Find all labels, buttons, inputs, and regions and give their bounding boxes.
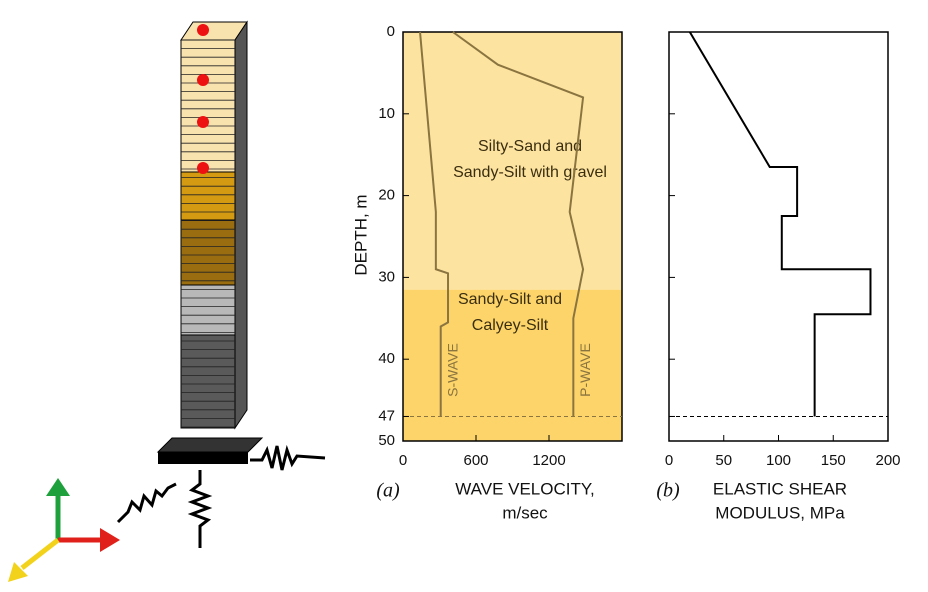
sensor [197, 116, 209, 128]
series-label: S-WAVE [444, 343, 460, 397]
axis-arrow-head [46, 478, 70, 496]
x-tick-label: 0 [399, 452, 407, 469]
layer-label: Silty-Sand and [478, 138, 582, 155]
x-tick-label: 0 [665, 452, 673, 469]
spring [187, 470, 213, 548]
layer-label: Calyey-Silt [472, 317, 549, 334]
x-tick-label: 100 [766, 452, 791, 469]
y-tick-label: 40 [378, 350, 395, 367]
sensor [197, 74, 209, 86]
sensor [197, 162, 209, 174]
axis-arrow-head [8, 562, 28, 582]
x-axis-label: WAVE VELOCITY, [455, 479, 595, 498]
column-layer [180, 171, 236, 221]
layer-label: Sandy-Silt and [458, 291, 562, 308]
y-tick-label: 20 [378, 187, 395, 204]
y-tick-label: 0 [387, 23, 395, 40]
base-top [156, 437, 264, 453]
column-layer [180, 219, 236, 286]
profile-line [419, 31, 450, 417]
panel-label: (a) [376, 480, 400, 502]
base [158, 452, 248, 464]
plot-frame [402, 31, 623, 442]
panel-label: (b) [656, 480, 680, 502]
soil-layer [403, 289, 622, 441]
x-axis-label: m/sec [502, 503, 548, 522]
series-label: P-WAVE [577, 343, 593, 397]
spring [116, 482, 177, 524]
profile-line [452, 31, 585, 417]
x-tick-label: 150 [821, 452, 846, 469]
soil-layer [403, 32, 622, 290]
y-tick-label: 50 [378, 432, 395, 449]
y-tick-label: 30 [378, 268, 395, 285]
column-layer [180, 334, 236, 429]
x-axis-label: MODULUS, MPa [715, 503, 845, 522]
column-layer [180, 284, 236, 336]
x-tick-label: 1200 [532, 452, 565, 469]
profile-line [688, 31, 872, 417]
x-tick-label: 50 [715, 452, 732, 469]
spring [250, 444, 326, 471]
axis-arrow-head [100, 528, 120, 552]
sensor [197, 24, 209, 36]
y-tick-label: 10 [378, 105, 395, 122]
axis-arrow [20, 538, 60, 570]
x-axis-label: ELASTIC SHEAR [713, 479, 847, 498]
x-tick-label: 600 [463, 452, 488, 469]
column-side [234, 20, 248, 430]
layer-label: Sandy-Silt with gravel [453, 164, 607, 181]
x-tick-label: 200 [875, 452, 900, 469]
soil-column [8, 20, 326, 582]
y-axis-label: DEPTH, m [351, 194, 370, 275]
y-tick-label: 47 [378, 407, 395, 424]
